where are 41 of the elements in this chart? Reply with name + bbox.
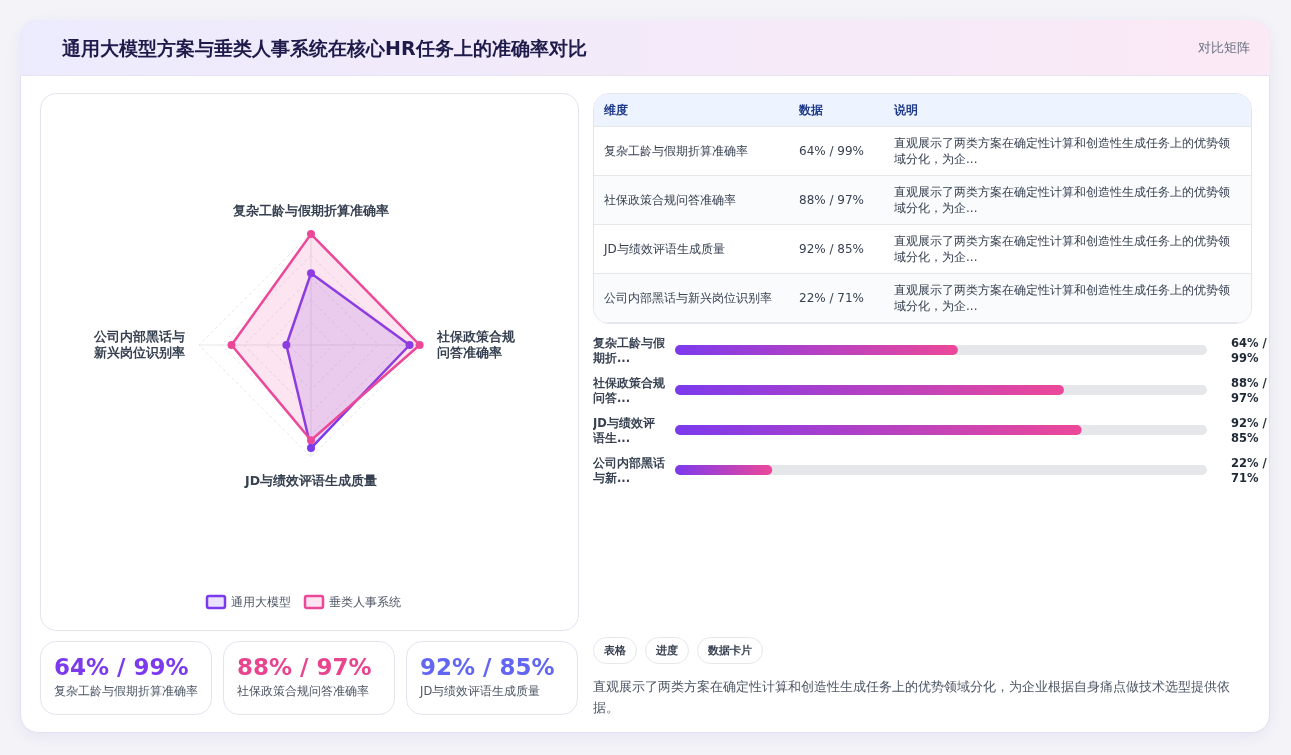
text: 维度 <box>594 94 789 127</box>
y-tick-label: JD与绩效评语生... <box>592 416 655 445</box>
legend-label: 通用大模型 <box>231 595 291 609</box>
text: 92% / 85% <box>799 242 865 256</box>
data-label: 22% / 71% <box>1231 456 1268 485</box>
text: 直观展示了两类方案在确定性计算和创造性生成任务上的优势领域分化，为企业根据自身痛点做技术选型提供依据。 <box>593 678 1231 717</box>
text: 对比矩阵 <box>1198 39 1250 57</box>
text: 88% / 97% <box>799 193 865 207</box>
text: 22% / 71% <box>799 291 865 305</box>
y-tick-label: 复杂工龄与假期折... <box>592 336 666 365</box>
text: 表格 <box>593 637 637 664</box>
text: 直观展示了两类方案在确定性计算和创造性生成任务上的优势领域分化，为企... <box>884 273 1251 323</box>
text: 92% / 85% <box>420 654 555 680</box>
spoke-label: JD与绩效评语生成质量 <box>243 473 378 488</box>
text: 直观展示了两类方案在确定性计算和创造性生成任务上的优势领域分化，为企... <box>884 224 1251 274</box>
text: 88% / 97% <box>237 654 372 680</box>
text: 64% / 99% <box>54 654 189 680</box>
text: 进度 <box>645 637 689 664</box>
category-label: JD与绩效评语生成质量 <box>594 224 789 274</box>
legend-label: 垂类人事系统 <box>329 595 401 609</box>
spoke-label: 公司内部黑话与新兴岗位识别率 <box>93 329 185 360</box>
y-tick-label: 社保政策合规问答... <box>592 376 666 405</box>
text: 通用大模型方案与垂类人事系统在核心HR任务上的准确率对比 <box>62 36 587 61</box>
spoke-label: 社保政策合规问答准确率 <box>436 329 516 360</box>
category-label: JD与绩效评语生成质量 <box>420 684 542 699</box>
text: 直观展示了两类方案在确定性计算和创造性生成任务上的优势领域分化，为企... <box>884 126 1251 176</box>
data-label: 92% / 85% <box>1231 416 1268 445</box>
category-label: 社保政策合规问答准确率 <box>594 175 789 225</box>
text: 数据卡片 <box>697 637 763 664</box>
category-label: 复杂工龄与假期折算准确率 <box>54 684 199 699</box>
text: 64% / 99% <box>799 144 865 158</box>
text: 说明 <box>884 94 1251 127</box>
data-label: 64% / 99% <box>1231 336 1268 365</box>
data-label: 88% / 97% <box>1231 376 1268 405</box>
category-label: 复杂工龄与假期折算准确率 <box>594 126 789 176</box>
text: 直观展示了两类方案在确定性计算和创造性生成任务上的优势领域分化，为企... <box>884 175 1251 225</box>
text: 数据 <box>789 94 884 127</box>
y-tick-label: 公司内部黑话与新... <box>592 456 665 485</box>
category-label: 公司内部黑话与新兴岗位识别率 <box>594 273 789 323</box>
spoke-label: 复杂工龄与假期折算准确率 <box>232 203 389 218</box>
category-label: 社保政策合规问答准确率 <box>237 684 370 699</box>
